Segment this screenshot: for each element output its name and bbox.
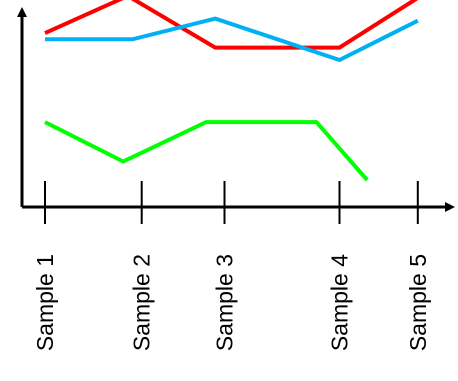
x-tick-label-5: Sample 5 <box>405 254 431 351</box>
x-tick-label-3: Sample 3 <box>212 254 238 351</box>
x-tick-label-2: Sample 2 <box>129 254 155 351</box>
x-tick-label-1: Sample 1 <box>32 254 58 351</box>
series-line-2 <box>45 16 419 63</box>
series-line-3 <box>44 120 369 182</box>
series-line-1 <box>44 0 419 50</box>
series-layer <box>44 0 419 182</box>
x-tick-label-4: Sample 4 <box>327 254 353 351</box>
x-tick-layer: Sample 1 Sample 2 Sample 3 Sample 4 Sample 5 <box>32 181 431 351</box>
